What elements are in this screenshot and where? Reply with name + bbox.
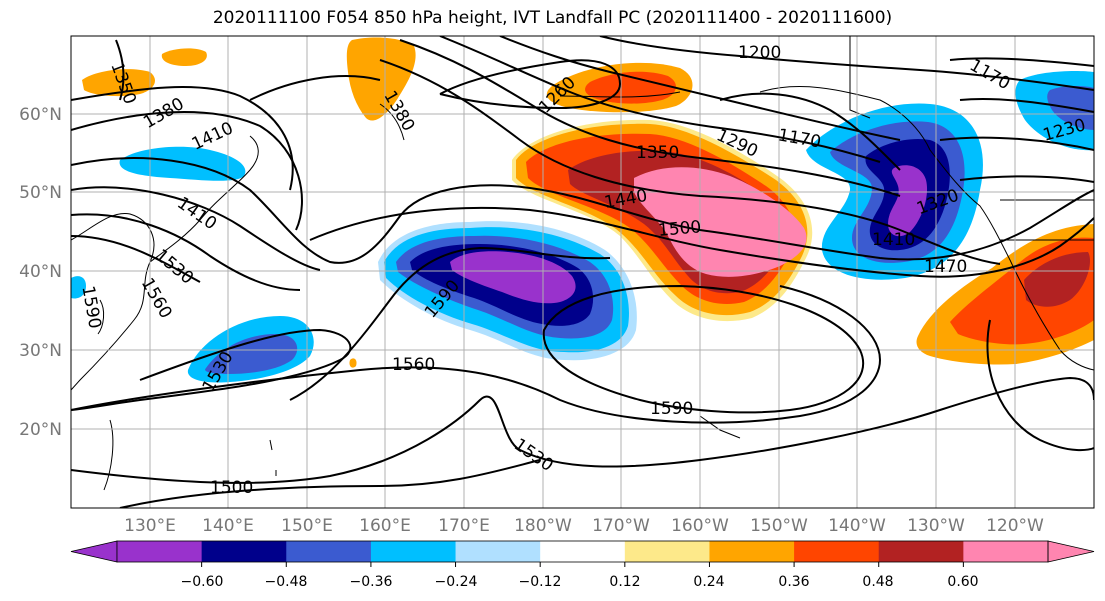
colorbar-tick-label: 0.12 [609,574,640,590]
lat-label: 20°N [19,420,62,440]
map-frame [70,35,1095,509]
colorbar-extend-max [1047,540,1095,563]
lon-label: 150°E [281,516,333,536]
colorbar-tick-label: 0.60 [947,574,978,590]
colorbar-swatch [455,541,541,562]
longitude-labels: 130°E 140°E 150°E 160°E 170°E 180°W 170°… [124,516,1044,536]
lat-label: 50°N [19,183,62,203]
colorbar-extend-min [70,540,118,563]
lon-label: 170°E [438,516,490,536]
colorbar-swatch [794,541,880,562]
lon-label: 150°W [750,516,808,536]
lon-label: 140°W [828,516,886,536]
colorbar-swatch [117,541,203,562]
contour-label: 1500 [210,478,253,498]
colorbar-frame [116,540,1049,563]
lon-label: 130°E [124,516,176,536]
contour-label: 1500 [657,217,702,241]
colorbar-swatch [370,541,457,562]
contour-label: 1410 [872,230,915,250]
colorbar-tick-label: 0.24 [693,574,724,590]
colorbar-swatch [286,541,372,562]
contour-label: 1590 [650,399,693,419]
colorbar-tick-label: −0.60 [181,574,224,590]
contour-label: 1350 [636,143,679,163]
colorbar-swatch [201,541,287,562]
figure-title: 2020111100 F054 850 hPa height, IVT Land… [212,8,893,28]
contour-label: 1200 [738,43,781,63]
colorbar-tick-label: −0.48 [265,574,308,590]
colorbar-tick-label: −0.12 [519,574,562,590]
colorbar-tick-label: −0.24 [435,574,478,590]
negative-anomaly-japan [119,146,246,181]
colorbar-tick-labels: −0.60 −0.48 −0.36 −0.24 −0.12 0.12 0.24 … [181,574,979,590]
colorbar-swatch [963,541,1049,562]
latitude-labels: 60°N 50°N 40°N 30°N 20°N [19,105,62,440]
colorbar-swatch [709,541,795,562]
lon-label: 160°E [359,516,411,536]
lon-label: 180°W [514,516,572,536]
colorbar-tick-label: 0.36 [778,574,809,590]
lon-label: 160°W [671,516,729,536]
contour-label: 1470 [924,257,967,277]
lat-label: 40°N [19,262,62,282]
lon-label: 120°W [986,516,1044,536]
contour-label: 1560 [392,355,435,375]
colorbar-swatch [624,541,710,562]
colorbar-swatch [540,541,626,562]
lon-label: 130°W [907,516,965,536]
colorbar: −0.60 −0.48 −0.36 −0.24 −0.12 0.12 0.24 … [70,540,1095,590]
gridlines [71,36,1094,508]
lat-label: 60°N [19,105,62,125]
lat-label: 30°N [19,341,62,361]
colorbar-swatch [878,541,964,562]
colorbar-segments [70,540,1095,567]
colorbar-tick-label: −0.36 [350,574,393,590]
lon-label: 140°E [202,516,254,536]
height-contours [71,36,1094,508]
colorbar-tick-label: 0.48 [862,574,893,590]
lon-label: 170°W [592,516,650,536]
